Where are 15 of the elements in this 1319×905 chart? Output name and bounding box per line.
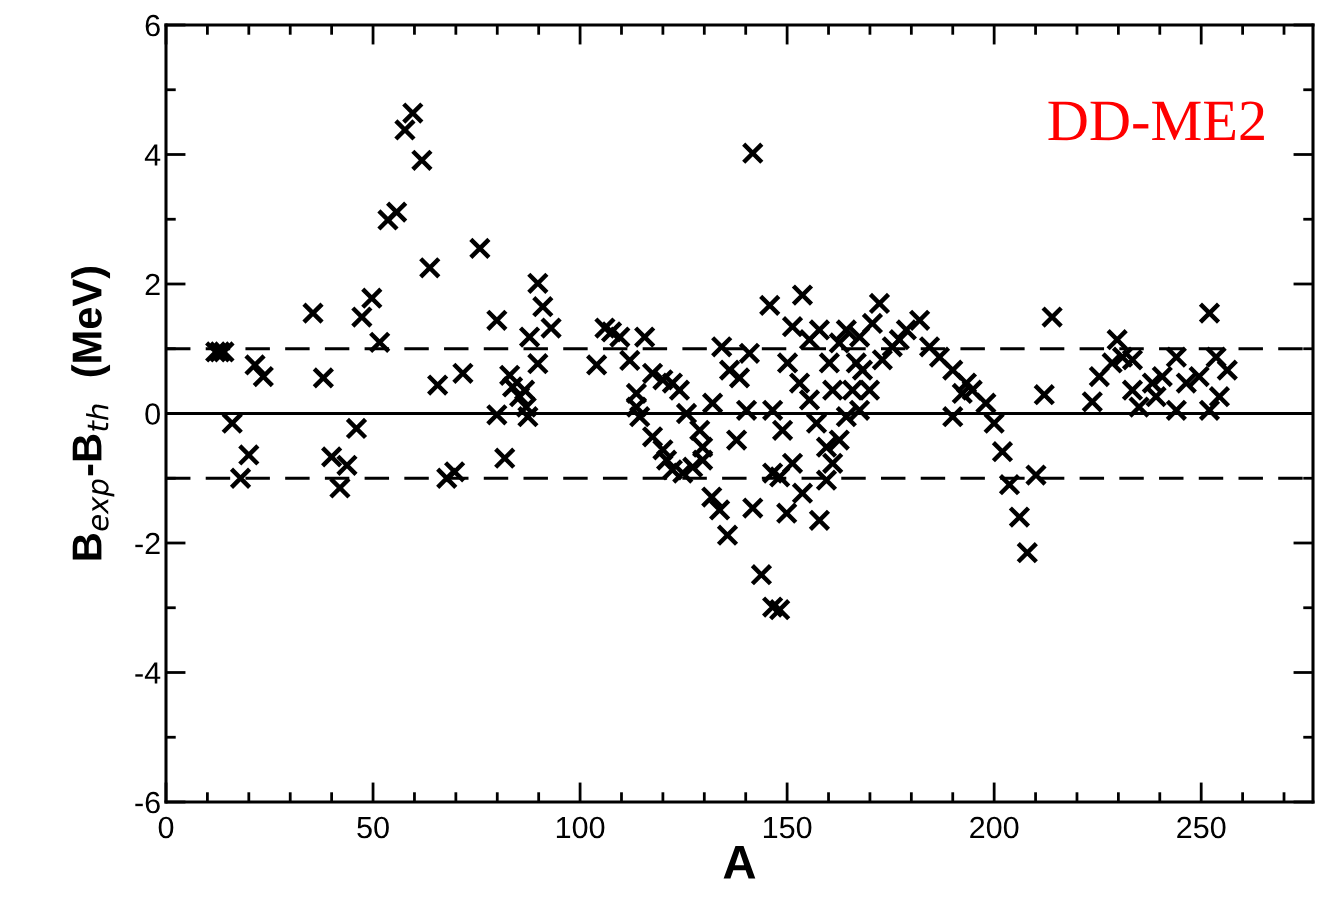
y-tick-label: -4 [135,662,161,684]
y-tick-label: 6 [145,14,160,37]
y-tick-label: -2 [135,532,160,555]
x-tick-label: 100 [556,816,605,839]
y-tick-label: 0 [145,403,160,425]
y-tick-label: 2 [145,273,160,296]
x-tick-label: 50 [357,816,389,839]
y-axis-title: B$_{exp}$-B$_{th}$ (MeV) [71,266,115,560]
y-tick-label: 4 [144,144,161,166]
x-tick-label: 150 [763,816,812,839]
annotation: DD-ME2 [1048,101,1264,141]
x-axis-title: A [723,846,756,879]
x-tick-label: 200 [970,816,1019,839]
x-tick-label: 250 [1177,816,1226,839]
y-tick-label: -6 [135,791,160,814]
